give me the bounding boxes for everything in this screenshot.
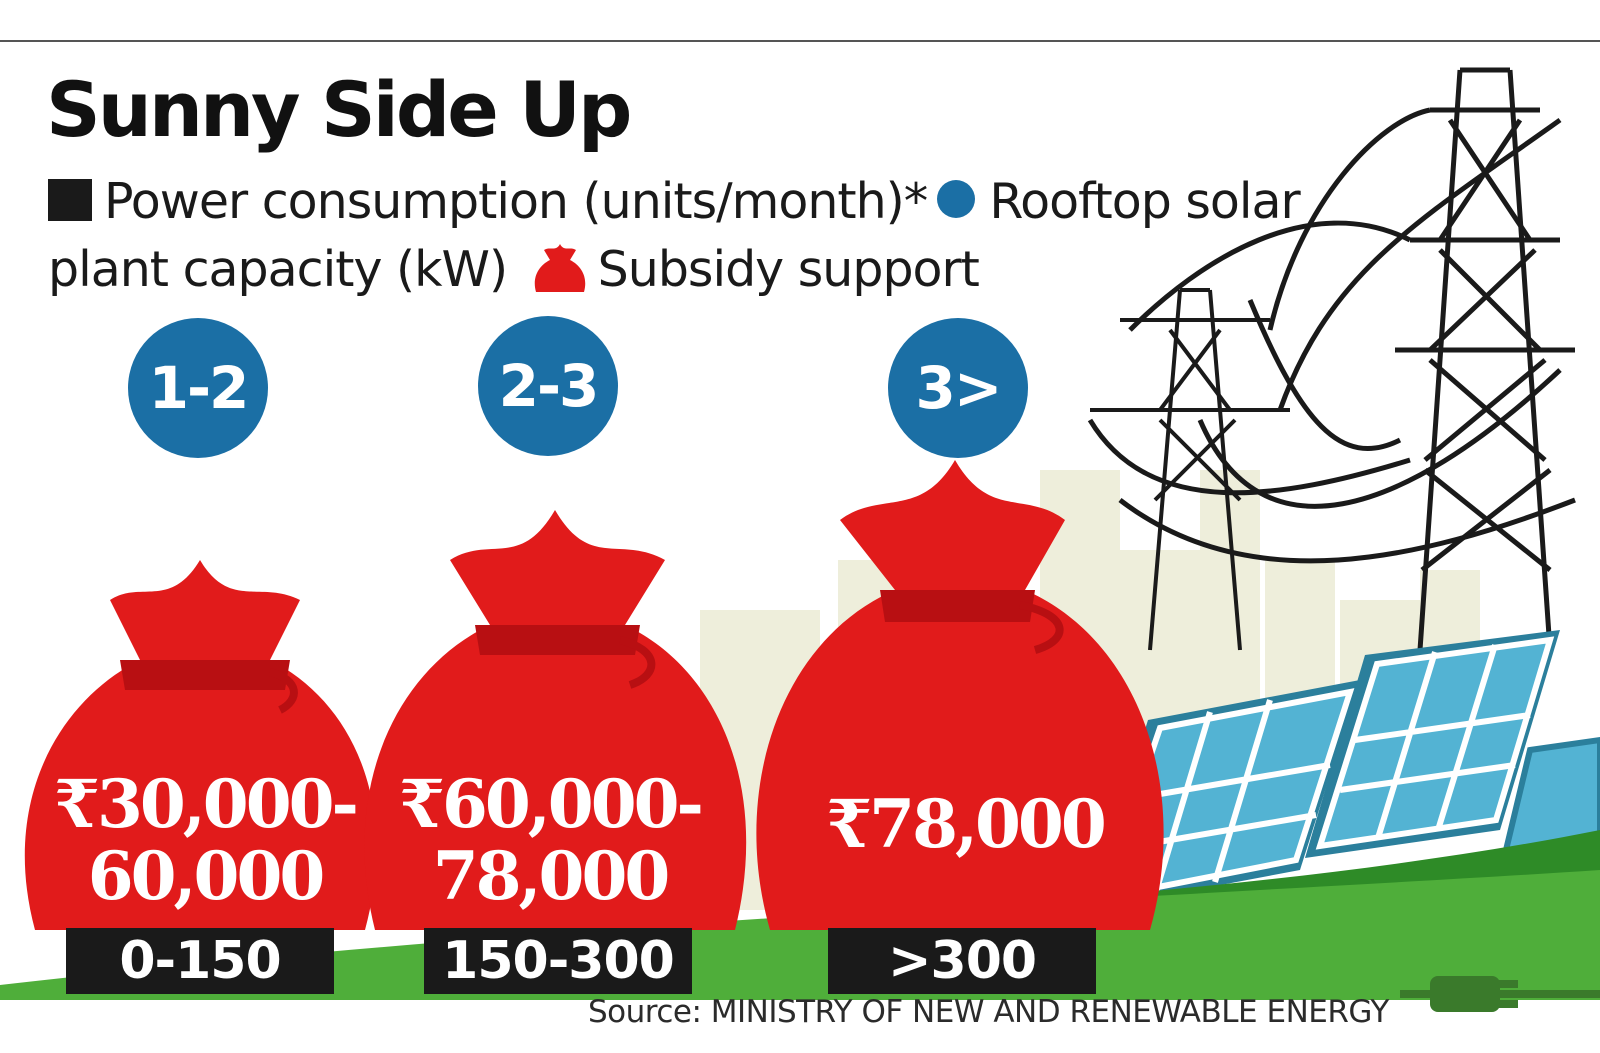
subsidy-amount-line-2: 60,000	[87, 837, 326, 915]
consumption-category: 0-150	[66, 928, 334, 994]
subsidy-amount-line-1: ₹30,000-	[54, 765, 359, 843]
money-bag-icon	[364, 510, 747, 930]
capacity-legend-swatch	[937, 180, 976, 218]
money-bag-icon	[24, 560, 377, 930]
power-plug-icon	[1400, 976, 1600, 1012]
subsidy-amount: ₹78,000	[790, 788, 1140, 860]
money-bag-icon	[756, 460, 1164, 930]
subsidy-amount-line-1: ₹60,000-	[399, 765, 704, 843]
subsidy-legend-label: Subsidy support	[597, 241, 980, 298]
consumption-category: 150-300	[424, 928, 692, 994]
legend: Power consumption (units/month)* Rooftop …	[48, 168, 1368, 304]
consumption-category: >300	[828, 928, 1096, 994]
money-bag-icon	[534, 244, 585, 292]
capacity-badge: 1-2	[128, 318, 268, 458]
capacity-legend-label: Rooftop solar plant capacity (kW)	[48, 173, 1301, 298]
subsidy-amount: ₹30,000- 60,000	[40, 768, 370, 912]
consumption-legend-label: Power consumption (units/month)*	[104, 173, 928, 230]
capacity-badge: 2-3	[478, 316, 618, 456]
capacity-badge: 3>	[888, 318, 1028, 458]
infographic-frame	[0, 40, 1600, 1053]
transmission-tower-icon	[1090, 288, 1290, 651]
consumption-legend-swatch	[48, 179, 92, 221]
chart-title: Sunny Side Up	[46, 65, 632, 154]
transmission-tower-icon	[1395, 67, 1575, 651]
source-note: Source: MINISTRY OF NEW AND RENEWABLE EN…	[588, 994, 1389, 1030]
subsidy-amount: ₹60,000- 78,000	[380, 768, 720, 912]
subsidy-amount-line-1: ₹78,000	[826, 785, 1107, 863]
grass-hills	[0, 830, 1600, 1000]
power-lines	[1087, 107, 1576, 564]
subsidy-amount-line-2: 78,000	[432, 837, 671, 915]
